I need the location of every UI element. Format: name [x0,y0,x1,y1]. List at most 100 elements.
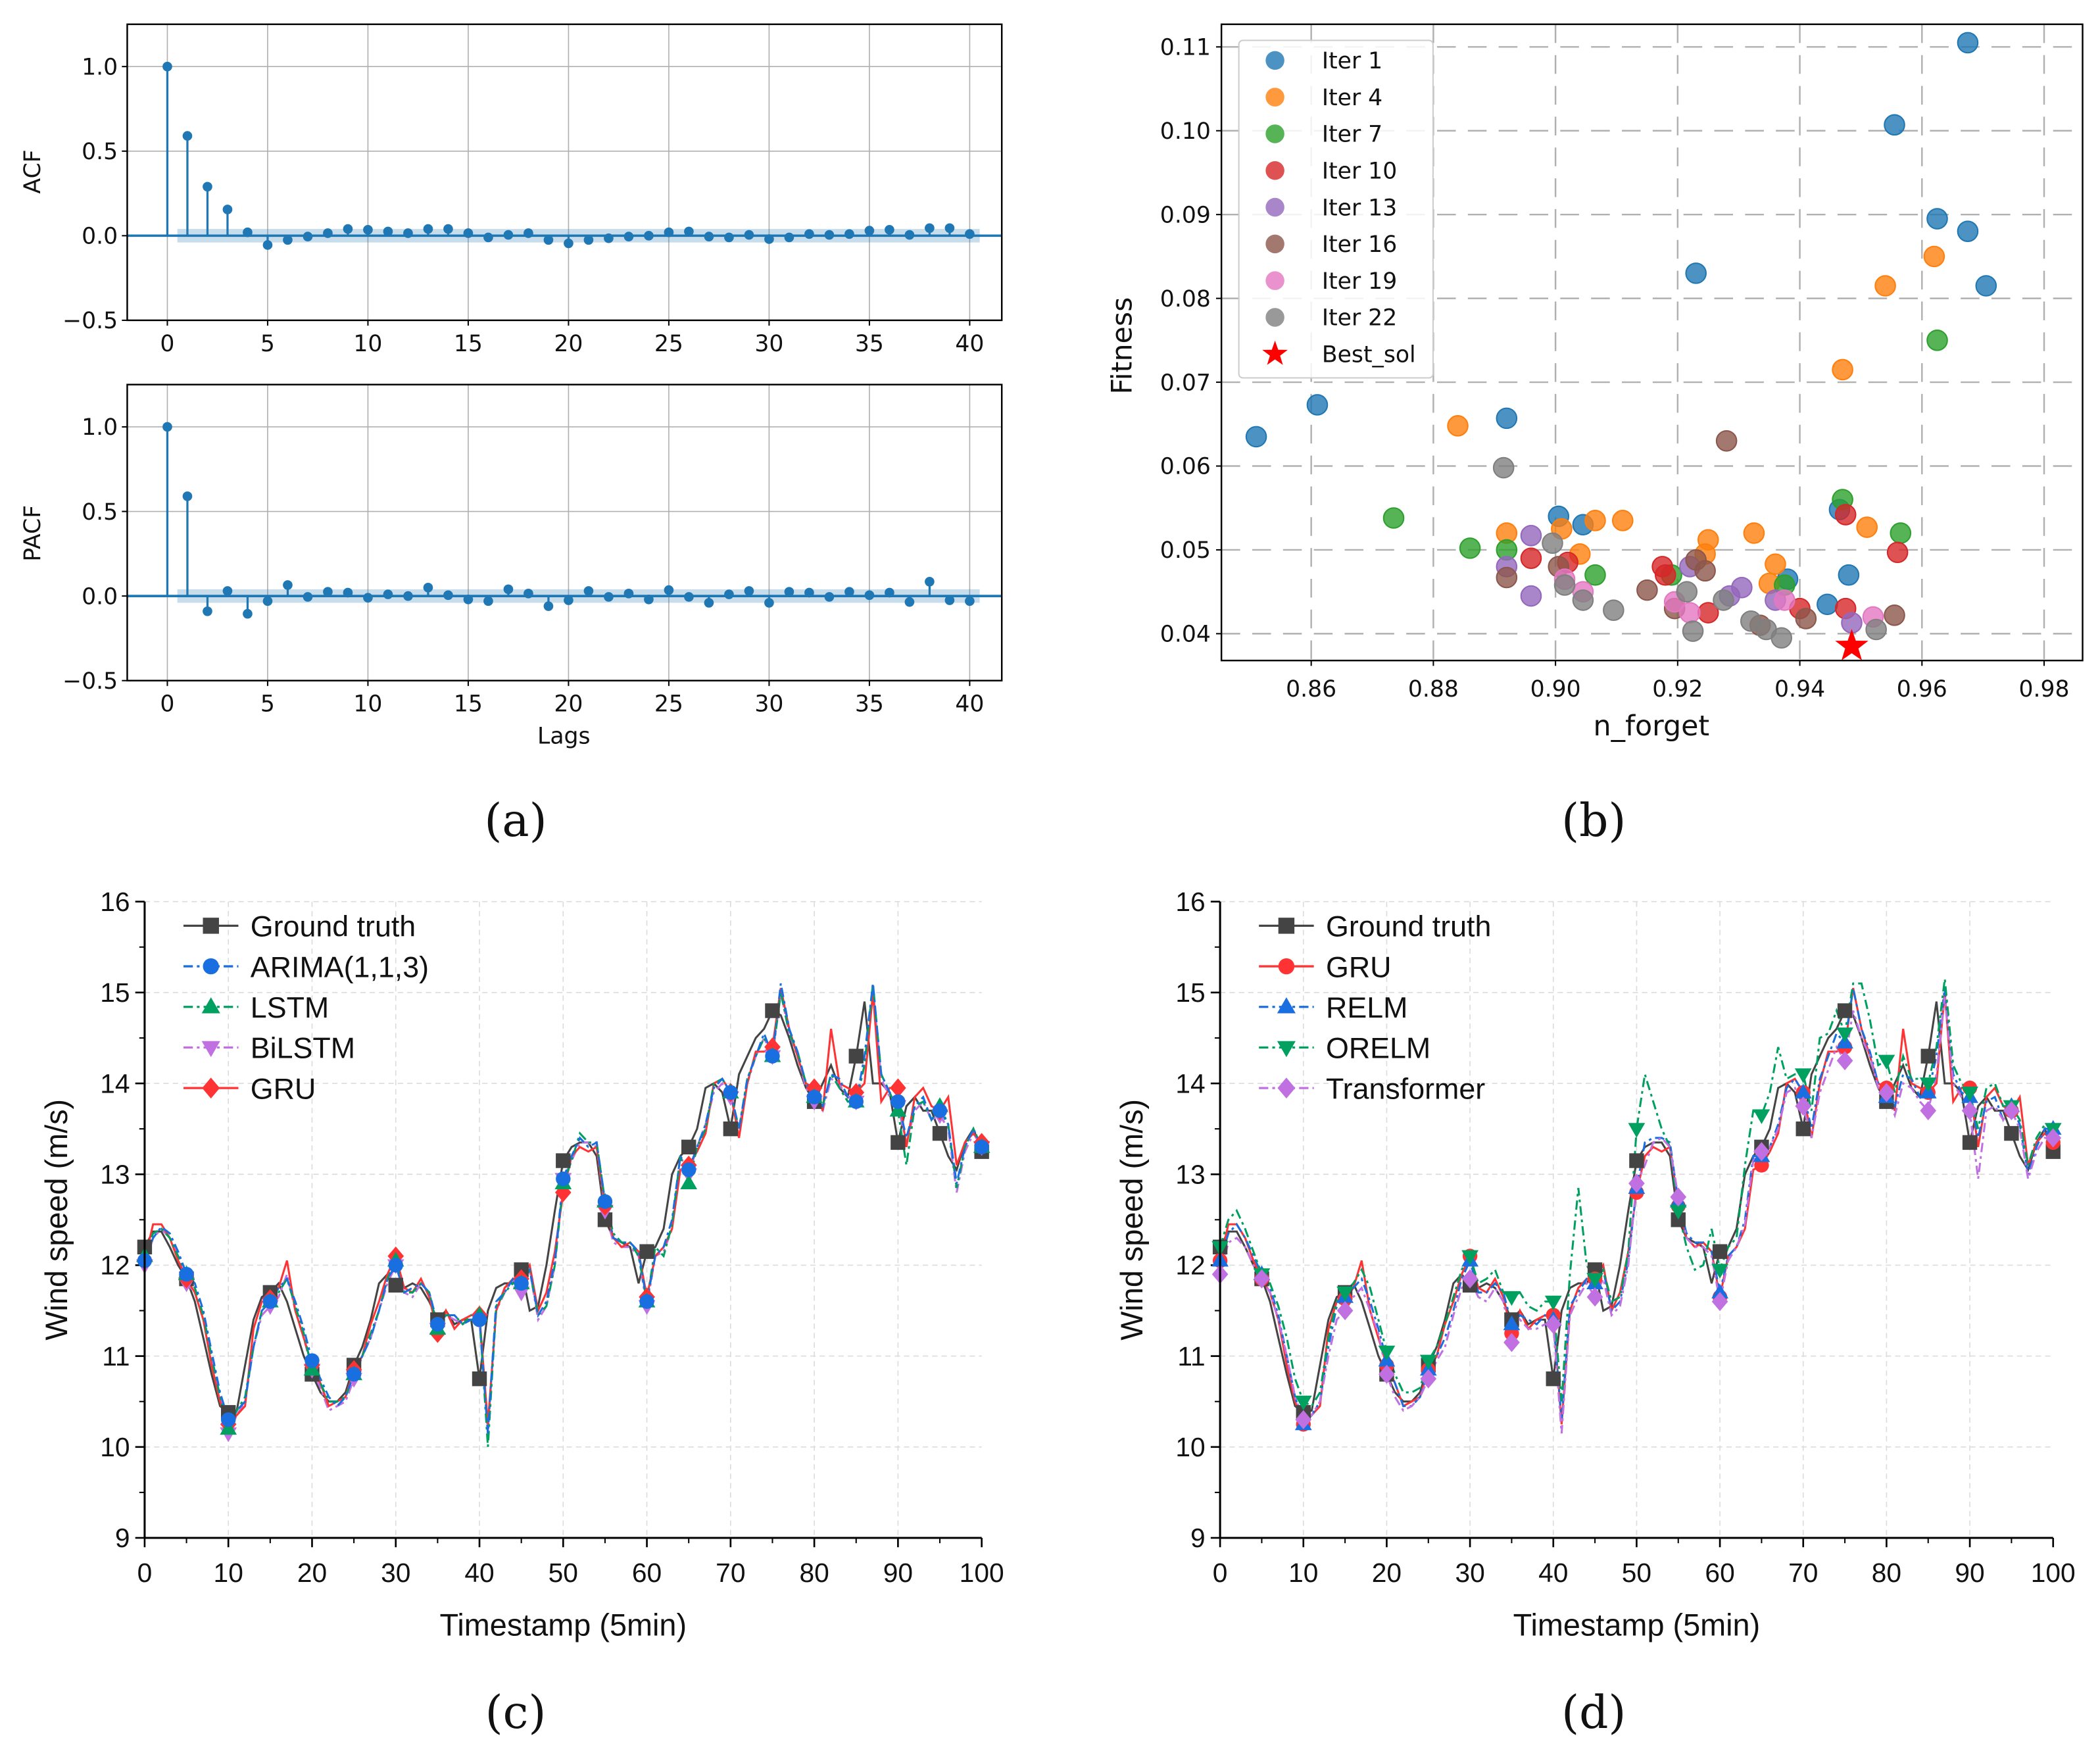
series-marker [388,1277,403,1293]
scatter-point [1743,522,1765,544]
series-marker [806,1078,823,1098]
legend-label: Iter 1 [1322,48,1382,74]
series-marker [1586,1287,1603,1307]
stem-marker [844,587,854,597]
series-marker [2004,1125,2019,1141]
series-marker [514,1275,529,1291]
scatter-point [1603,599,1624,621]
series-marker [848,1094,864,1109]
stem-marker [804,229,814,239]
y-tick-label: 0.5 [82,139,118,165]
series-marker [1295,1410,1312,1429]
legend-label: Ground truth [251,910,416,943]
panel-label-c: (c) [485,1687,547,1739]
x-tick-label: 0 [137,1558,153,1588]
x-tick-label: 20 [554,691,583,718]
series-marker [1503,1315,1521,1331]
stem-marker [503,584,514,595]
legend-marker [201,997,220,1014]
y-tick-label: 0.06 [1160,454,1211,480]
x-axis-label: Timestamp (5min) [440,1608,687,1642]
series-marker [723,1085,739,1100]
x-tick-label: 80 [1872,1558,1901,1588]
series-marker [1920,1048,1936,1064]
x-tick-label: 40 [955,691,984,718]
series-marker [765,1003,780,1018]
legend-marker [1265,124,1284,143]
stem-marker [543,235,554,245]
stem-marker [222,205,233,214]
y-axis-label: ACF [20,149,46,193]
stem-marker [944,223,955,234]
x-tick-label: 0.98 [2018,676,2069,703]
stem-marker [323,587,333,597]
y-tick-label: 16 [1175,887,1205,917]
series-marker [220,1412,236,1427]
stem-marker [162,422,172,432]
series-marker [1711,1292,1728,1312]
scatter-point [1865,618,1887,641]
stem-marker [283,580,293,590]
y-tick-label: 0.10 [1160,118,1211,145]
scatter-point [1694,560,1716,582]
scatter-point [1682,620,1704,642]
y-axis-label: Fitness [1106,297,1139,395]
x-tick-label: 30 [754,331,783,357]
y-axis-label: Wind speed (m/s) [1115,1099,1149,1341]
stem-marker [623,232,634,241]
stem-marker [604,233,614,243]
series-marker [1711,1283,1728,1298]
series-marker [1671,1212,1686,1227]
stem-marker [925,223,935,234]
stem-marker [243,608,253,619]
x-tick-label: 100 [2031,1558,2076,1588]
legend-marker [203,958,219,975]
x-tick-label: 25 [654,691,683,718]
stem-marker [363,593,373,603]
x-tick-label: 90 [1955,1558,1984,1588]
y-tick-label: 15 [100,977,130,1008]
scatter-point [1884,114,1905,136]
series-marker [1795,1121,1811,1137]
axes-frame [1220,23,2084,662]
y-tick-label: 12 [100,1250,130,1281]
best-solution-star [1835,629,1868,660]
x-tick-label: 5 [260,691,275,718]
stem-marker [503,230,514,240]
scatter-point [1520,547,1542,569]
scatter-point [1774,589,1795,611]
panel-label-d: (d) [1561,1687,1626,1739]
stem-marker [182,491,193,501]
x-axis-label: n_forget [1593,710,1709,743]
x-tick-label: 20 [554,331,583,357]
stem-marker [423,224,433,234]
stem-marker [583,586,594,596]
series-marker [220,1419,237,1435]
scatter-point [1245,426,1267,448]
series-marker [1503,1291,1521,1306]
y-tick-label: 16 [100,887,130,917]
legend-label: Transformer [1326,1072,1485,1105]
y-tick-label: 1.0 [82,54,118,80]
series-marker [1753,1109,1770,1124]
series-marker [1920,1100,1937,1121]
legend-label: GRU [1326,950,1392,983]
legend-marker [1265,51,1284,70]
legend-marker [1278,958,1295,975]
stem-marker [343,587,353,598]
stem-marker [824,592,835,602]
stem-marker [564,595,574,605]
series-marker [1878,1054,1895,1070]
series-marker [556,1171,571,1187]
stem-marker [403,228,413,238]
scatter-point [1520,585,1542,607]
legend-marker [1277,1041,1296,1058]
stem-marker [644,594,654,604]
y-tick-label: 13 [100,1160,130,1190]
x-tick-label: 30 [754,691,783,718]
stem-marker [423,582,433,593]
x-axis-label: Timestamp (5min) [1513,1608,1761,1642]
series-marker [346,1367,362,1382]
stem-marker [604,592,614,602]
